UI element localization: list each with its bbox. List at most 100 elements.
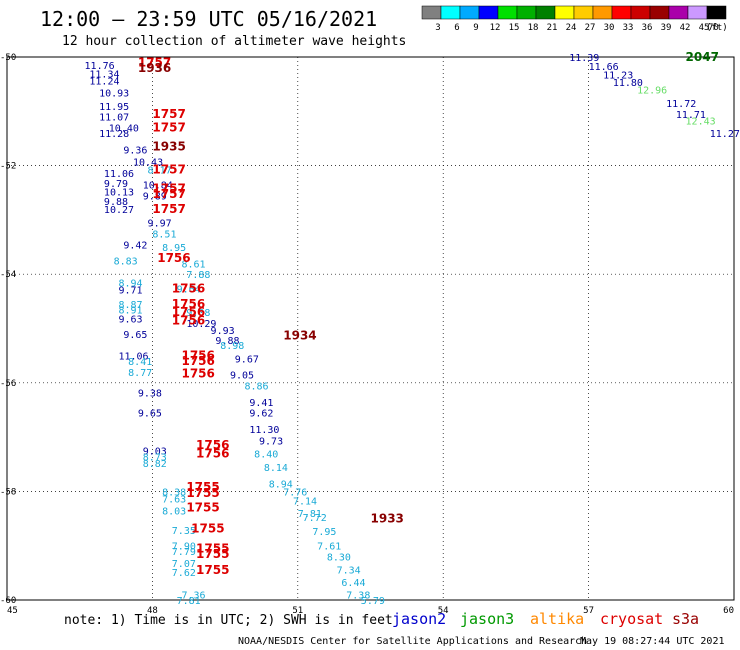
- wave-height-label: 9.89: [143, 191, 167, 202]
- wave-height-label: 7.61: [317, 542, 341, 553]
- time-label: 2047: [686, 50, 719, 64]
- satellite-legend-jason2: jason2: [392, 610, 446, 628]
- wave-height-label: 11.76: [85, 61, 115, 72]
- wave-height-label: 8.86: [244, 382, 268, 393]
- wave-height-label: 8.94: [118, 278, 142, 289]
- color-scale-label: 42: [680, 23, 691, 33]
- time-label: 1756: [181, 349, 214, 363]
- wave-height-label: 11.06: [104, 169, 134, 180]
- color-swatch: [630, 5, 651, 20]
- wave-height-label: 11.39: [569, 53, 599, 64]
- y-tick-label: -52: [0, 162, 16, 172]
- wave-height-label: 8.38: [162, 487, 186, 498]
- wave-height-label: 9.88: [104, 197, 128, 208]
- color-scale-label: 33: [623, 23, 634, 33]
- satellite-legend-s3a: s3a: [672, 610, 699, 628]
- plot-border: [6, 56, 735, 601]
- wave-height-label: 8.87: [118, 300, 142, 311]
- satellite-legend: jason2 jason3 altika cryosat s3a: [392, 610, 699, 628]
- time-label: 1934: [283, 329, 316, 343]
- time-label: 1756: [196, 438, 229, 452]
- satellite-legend-jason3: jason3: [460, 610, 514, 628]
- wave-height-label: 9.05: [230, 371, 254, 382]
- wave-height-label: 9.03: [143, 447, 167, 458]
- color-swatch: [706, 5, 727, 20]
- wave-height-label: 9.65: [123, 330, 147, 341]
- wave-height-label: 10.84: [143, 181, 173, 192]
- color-swatch: [440, 5, 461, 20]
- wave-height-label: 11.66: [589, 62, 619, 73]
- wave-height-label: 7.72: [303, 513, 327, 524]
- wave-height-label: 9.64: [177, 284, 201, 295]
- time-label: 1757: [152, 202, 185, 216]
- time-label: 1757: [152, 187, 185, 201]
- wave-height-label: 9.63: [118, 315, 142, 326]
- y-tick-label: -56: [0, 379, 16, 389]
- wave-height-label: 9.42: [123, 240, 147, 251]
- time-label: 1757: [152, 121, 185, 135]
- time-label: 1755: [186, 480, 219, 494]
- color-swatch: [687, 5, 708, 20]
- time-label: 1757: [152, 162, 185, 176]
- wave-height-label: 8.03: [162, 506, 186, 517]
- wave-height-label: 12.96: [637, 86, 667, 97]
- time-label: 1755: [196, 563, 229, 577]
- wave-height-label: 10.43: [133, 157, 163, 168]
- time-label: 1757: [152, 107, 185, 121]
- wave-height-label: 8.91: [118, 305, 142, 316]
- wave-height-label: 8.98: [220, 341, 244, 352]
- satellite-legend-altika: altika: [530, 610, 584, 628]
- wave-height-label: 7.07: [172, 559, 196, 570]
- satellite-legend-cryosat: cryosat: [600, 610, 663, 628]
- wave-height-label: 11.06: [118, 352, 148, 363]
- wave-height-label: 11.28: [99, 129, 129, 140]
- x-tick-label: 48: [147, 606, 158, 616]
- time-label: 1756: [181, 354, 214, 368]
- chart-subtitle: 12 hour collection of altimeter wave hei…: [62, 34, 406, 49]
- wave-height-label: 8.82: [143, 459, 167, 470]
- color-swatch: [668, 5, 689, 20]
- credit-text: NOAA/NESDIS Center for Satellite Applica…: [238, 636, 587, 647]
- color-swatch: [554, 5, 575, 20]
- wave-height-label: 8.14: [264, 463, 288, 474]
- color-scale-label: 24: [566, 23, 577, 33]
- wave-height-label: 7.34: [337, 566, 361, 577]
- color-swatch: [497, 5, 518, 20]
- y-tick-label: -60: [0, 596, 16, 606]
- wave-height-label: 11.56: [739, 137, 740, 148]
- wave-height-label: 11.34: [89, 69, 119, 80]
- y-tick-label: -54: [0, 270, 16, 280]
- wave-height-label: 8.95: [162, 243, 186, 254]
- color-scale-label: 15: [509, 23, 520, 33]
- wave-height-label: 7.90: [172, 542, 196, 553]
- time-label: 1755: [196, 541, 229, 555]
- wave-height-label: 11.95: [99, 102, 129, 113]
- time-label: 1756: [157, 251, 190, 265]
- time-label: 1757: [152, 181, 185, 195]
- time-label: 1936: [138, 61, 171, 75]
- wave-height-label: 7.95: [312, 527, 336, 538]
- wave-height-label: 8.51: [152, 229, 176, 240]
- time-label: 1756: [196, 446, 229, 460]
- wave-height-label: 11.80: [613, 78, 643, 89]
- wave-height-label: 10.40: [109, 124, 139, 135]
- wave-height-label: 7.88: [186, 270, 210, 281]
- color-swatch: [535, 5, 556, 20]
- wave-height-label: 9.73: [259, 436, 283, 447]
- wave-height-label: 5.79: [361, 596, 385, 607]
- wave-height-label: 7.14: [293, 497, 317, 508]
- grid-lines: [7, 57, 734, 600]
- color-scale-label: 3: [435, 23, 440, 33]
- color-scale-label: 6: [454, 23, 459, 33]
- wave-height-label: 8.77: [128, 368, 152, 379]
- color-swatch: [516, 5, 537, 20]
- time-label: 1756: [172, 297, 205, 311]
- wave-height-label: 7.76: [283, 487, 307, 498]
- wave-height-label: 9.97: [148, 219, 172, 230]
- wave-height-label: 9.79: [104, 179, 128, 190]
- y-tick-labels: -50 -52 -54 -56 -58 -60: [0, 53, 16, 606]
- color-swatch: [573, 5, 594, 20]
- time-label: 1935: [152, 140, 185, 154]
- x-tick-label: 51: [292, 606, 303, 616]
